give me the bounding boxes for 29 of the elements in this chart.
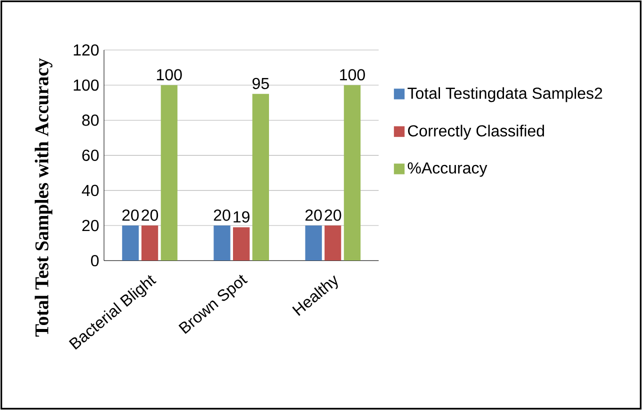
- data-label: 19: [234, 211, 250, 223]
- y-tick-label: 20: [82, 220, 99, 232]
- data-label: 20: [122, 210, 139, 221]
- data-label: 20: [142, 210, 158, 221]
- bar: [122, 226, 139, 261]
- y-tick-label: 80: [82, 114, 99, 126]
- data-label: 20: [305, 210, 322, 221]
- y-tick-label: 100: [74, 79, 99, 91]
- y-axis-title: Total Test Samples with Accuracy: [34, 58, 52, 337]
- data-label: 100: [340, 69, 365, 80]
- y-tick-label: 40: [82, 184, 99, 196]
- y-tick-label: 120: [74, 44, 99, 56]
- data-label: 20: [214, 210, 230, 221]
- bar: [324, 226, 342, 261]
- bar: [233, 227, 250, 261]
- bar: [305, 226, 322, 261]
- bar: [344, 85, 361, 261]
- data-label: 20: [324, 210, 342, 221]
- legend-label: Correctly Classified: [408, 124, 544, 140]
- legend-label: Total Testingdata Samples2: [408, 87, 602, 102]
- bar: [160, 85, 178, 261]
- bar: [214, 226, 230, 261]
- bar: [252, 94, 269, 261]
- bar: [141, 226, 158, 261]
- y-tick-label: 60: [82, 150, 99, 161]
- legend-label: %Accuracy: [408, 162, 488, 177]
- data-label: 100: [156, 69, 182, 80]
- data-label: 95: [252, 78, 269, 90]
- y-tick-label: 0: [91, 254, 99, 266]
